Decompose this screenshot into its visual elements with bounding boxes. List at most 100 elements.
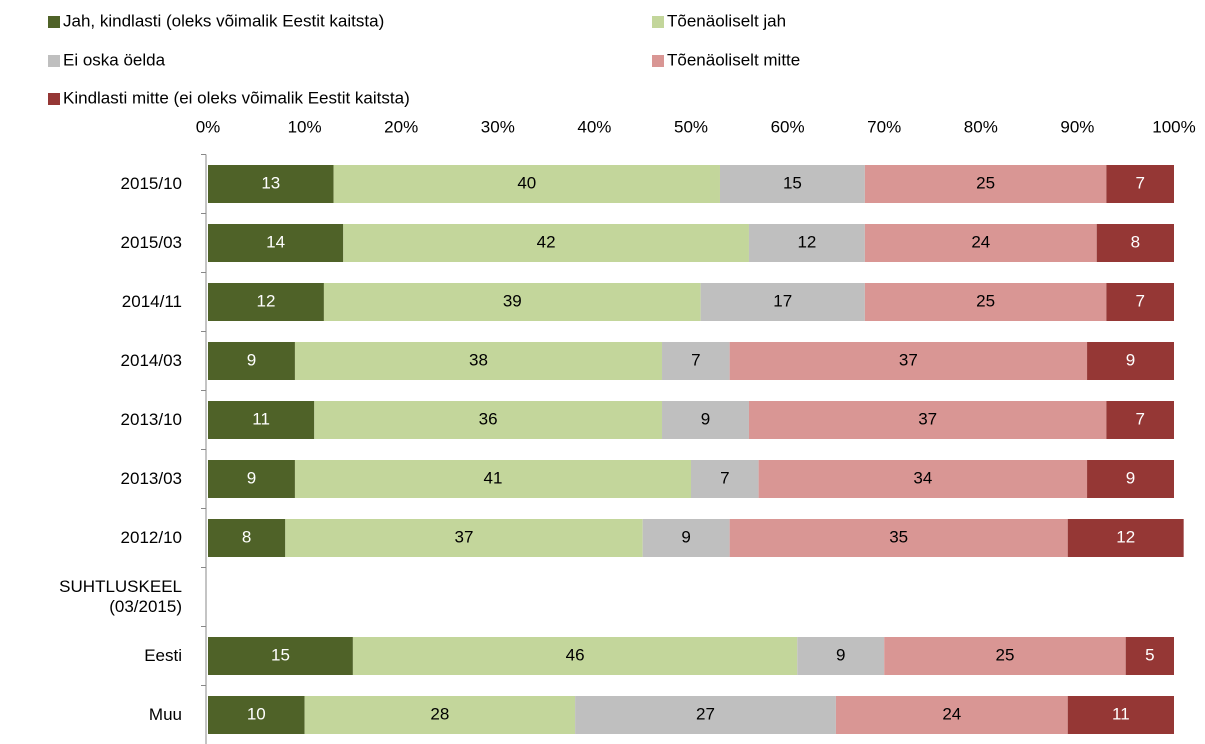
bar-segment [1087, 460, 1174, 498]
bar-segment [285, 519, 643, 557]
bar-segment [208, 696, 305, 734]
legend-label: Jah, kindlasti (oleks võimalik Eestit ka… [63, 11, 384, 30]
legend-label: Ei oska öelda [63, 50, 166, 69]
bar-segment [333, 165, 720, 203]
bar-segment [748, 401, 1107, 439]
y-tick-label: 2014/11 [121, 292, 182, 311]
value-label: 8 [1131, 232, 1140, 251]
value-label: 25 [976, 173, 995, 192]
bar-segment [304, 696, 576, 734]
bar-segment [1125, 637, 1174, 675]
bar-segment [208, 460, 295, 498]
value-label: 7 [1135, 173, 1144, 192]
y-tick-label: 2013/10 [120, 410, 182, 429]
y-tick-label: Muu [148, 705, 182, 724]
legend-label: Kindlasti mitte (ei oleks võimalik Eesti… [63, 88, 410, 107]
bar-segment [835, 696, 1068, 734]
value-label: 37 [455, 527, 474, 546]
legend-swatch [48, 16, 60, 28]
value-label: 9 [247, 350, 256, 369]
value-label: 36 [479, 409, 498, 428]
bar-segment [208, 519, 286, 557]
y-tick-label: 2015/10 [120, 174, 182, 193]
y-tick-label: SUHTLUSKEEL (03/2015) [59, 577, 182, 616]
value-label: 37 [899, 350, 918, 369]
bar-segment [729, 519, 1068, 557]
legend-label: Tõenäoliselt mitte [667, 50, 800, 69]
value-label: 9 [701, 409, 710, 428]
y-tick-label: 2012/10 [120, 528, 182, 547]
y-tick-label: 2013/03 [120, 469, 182, 488]
bar-segment [662, 401, 749, 439]
bar-segment [352, 637, 798, 675]
x-tick-label: 10% [288, 117, 322, 136]
value-label: 9 [247, 468, 256, 487]
value-label: 7 [1135, 409, 1144, 428]
bar-segment [294, 342, 663, 380]
value-label: 11 [1112, 704, 1130, 723]
x-tick-label: 90% [1060, 117, 1094, 136]
value-label: 9 [836, 645, 845, 664]
bar-segment [758, 460, 1088, 498]
value-label: 42 [537, 232, 556, 251]
x-tick-label: 20% [384, 117, 418, 136]
legend-swatch [652, 16, 664, 28]
bar-segment [797, 637, 885, 675]
value-label: 25 [976, 291, 995, 310]
x-tick-label: 0% [196, 117, 221, 136]
value-label: 5 [1145, 645, 1154, 664]
value-label: 27 [696, 704, 715, 723]
y-tick-label: 2015/03 [120, 233, 182, 252]
value-label: 24 [971, 232, 990, 251]
legend-label: Tõenäoliselt jah [667, 11, 786, 30]
legend-swatch [652, 55, 664, 67]
value-label: 7 [691, 350, 700, 369]
bar-segment [691, 460, 759, 498]
bar-segment [1067, 696, 1174, 734]
x-tick-label: 70% [867, 117, 901, 136]
bar-segment [1106, 165, 1174, 203]
value-label: 41 [484, 468, 503, 487]
value-label: 28 [430, 704, 449, 723]
y-tick-label: Eesti [144, 646, 182, 665]
bar-segment [864, 283, 1107, 321]
x-tick-label: 30% [481, 117, 515, 136]
bar-segment [208, 342, 295, 380]
value-label: 46 [566, 645, 585, 664]
value-label: 14 [266, 232, 285, 251]
value-label: 35 [889, 527, 908, 546]
bar-segment [719, 165, 865, 203]
bar-segment [1067, 519, 1184, 557]
value-label: 7 [720, 468, 729, 487]
bar-segment [208, 165, 334, 203]
bar-segment [748, 224, 865, 262]
bar-segment [323, 283, 701, 321]
value-label: 24 [942, 704, 961, 723]
bar-segment [884, 637, 1126, 675]
bar-segment [1096, 224, 1174, 262]
value-label: 9 [1126, 350, 1135, 369]
value-label: 12 [256, 291, 275, 310]
x-tick-label: 100% [1152, 117, 1195, 136]
bar-segment [314, 401, 663, 439]
value-label: 11 [252, 409, 270, 428]
bar-segment [575, 696, 836, 734]
bar-segment [343, 224, 749, 262]
value-label: 37 [918, 409, 937, 428]
value-label: 15 [783, 173, 802, 192]
value-label: 12 [797, 232, 816, 251]
bar-segment [729, 342, 1088, 380]
value-label: 9 [1126, 468, 1135, 487]
bar-segment [1106, 283, 1174, 321]
value-label: 34 [913, 468, 932, 487]
value-label: 40 [517, 173, 536, 192]
value-label: 9 [681, 527, 690, 546]
value-label: 7 [1135, 291, 1144, 310]
bar-segment [1087, 342, 1174, 380]
legend-swatch [48, 93, 60, 105]
value-label: 10 [247, 704, 266, 723]
legend-swatch [48, 55, 60, 67]
bar-segment [208, 637, 353, 675]
